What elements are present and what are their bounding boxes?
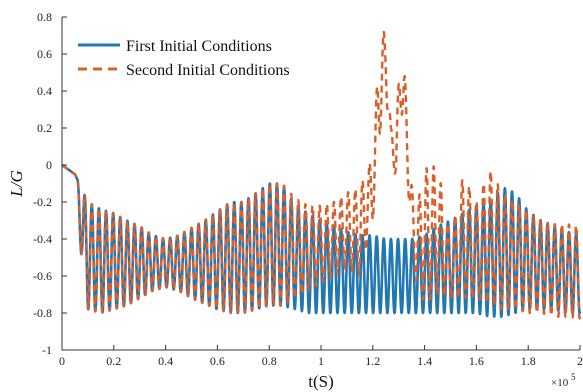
x-multiplier-exponent: 5 — [571, 372, 576, 382]
legend-label-second: Second Initial Conditions — [126, 62, 290, 79]
ticks-layer: 0 0.2 0.4 0.6 0.8 1 1.2 1.4 1.6 1.8 2 -1 -0.8 -0.6 -0.… — [33, 10, 583, 368]
y-tick-label: 0.6 — [37, 47, 52, 61]
legend: First Initial Conditions Second Initial … — [78, 38, 290, 79]
x-tick-label: 1.6 — [469, 354, 484, 368]
y-tick-label: -0.2 — [33, 195, 52, 209]
y-tick-label: -0.6 — [33, 269, 52, 283]
y-tick-label: 0.2 — [37, 121, 52, 135]
y-tick-label: 0 — [46, 158, 52, 172]
y-tick-label: 0.8 — [37, 10, 52, 24]
legend-label-first: First Initial Conditions — [126, 38, 272, 55]
y-tick-label: -0.8 — [33, 306, 52, 320]
x-tick-label: 0.4 — [158, 354, 173, 368]
series-line-second — [61, 30, 582, 320]
y-tick-label: -1 — [42, 343, 52, 357]
x-tick-label: 0.8 — [262, 354, 277, 368]
x-tick-label: 0.6 — [210, 354, 225, 368]
y-axis-label: L/G — [7, 170, 26, 197]
x-tick-label: 1.2 — [365, 354, 380, 368]
x-tick-label: 2 — [577, 354, 583, 368]
y-tick-label: 0.4 — [37, 84, 52, 98]
x-multiplier-base: ×10 — [551, 377, 569, 389]
series-layer — [60, 30, 582, 320]
x-axis-label: t(S) — [308, 372, 334, 391]
x-tick-label: 0 — [59, 354, 65, 368]
x-tick-label: 1.8 — [521, 354, 536, 368]
x-tick-label: 1 — [318, 354, 324, 368]
x-axis-multiplier: ×10 5 — [551, 372, 576, 389]
x-tick-label: 0.2 — [106, 354, 121, 368]
x-tick-label: 1.4 — [417, 354, 432, 368]
y-tick-label: -0.4 — [33, 232, 52, 246]
